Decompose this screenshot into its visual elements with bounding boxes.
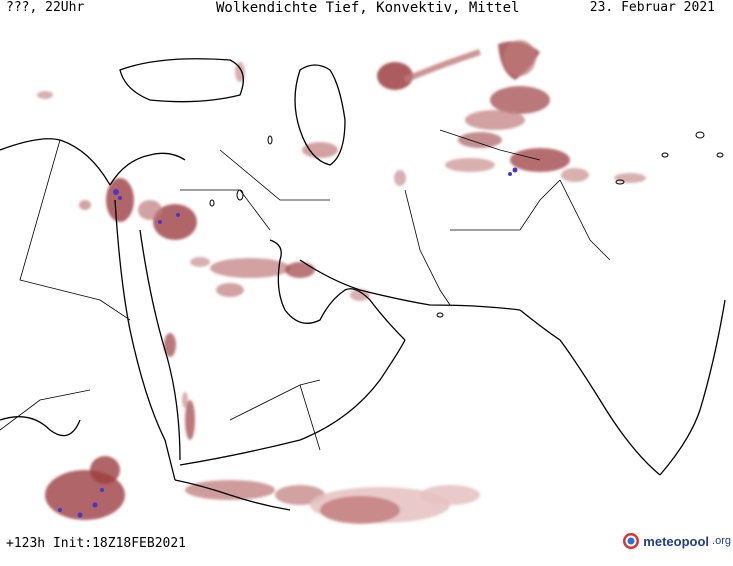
country-borders	[0, 129, 611, 451]
logo-text: meteopool	[643, 533, 710, 549]
weather-map	[0, 18, 733, 526]
footer-bar: +123h Init:18Z18FEB2021 meteopool .org	[0, 526, 733, 566]
header-bar: ???, 22Uhr Wolkendichte Tief, Konvektiv,…	[0, 0, 733, 22]
meteopool-logo[interactable]: meteopool .org	[622, 532, 731, 550]
map-title: Wolkendichte Tief, Konvektiv, Mittel	[216, 0, 520, 16]
logo-suffix: .org	[712, 535, 731, 547]
coastlines	[0, 58, 726, 511]
forecast-day-time: ???, 22Uhr	[6, 0, 85, 15]
model-run-info: +123h Init:18Z18FEB2021	[6, 536, 187, 551]
map-canvas	[0, 40, 726, 524]
forecast-date: 23. Februar 2021	[589, 0, 715, 15]
convective-markers	[58, 167, 518, 518]
meteopool-globe-icon	[623, 533, 640, 549]
cloud-cover-layer	[37, 40, 646, 524]
lakes	[209, 131, 724, 318]
